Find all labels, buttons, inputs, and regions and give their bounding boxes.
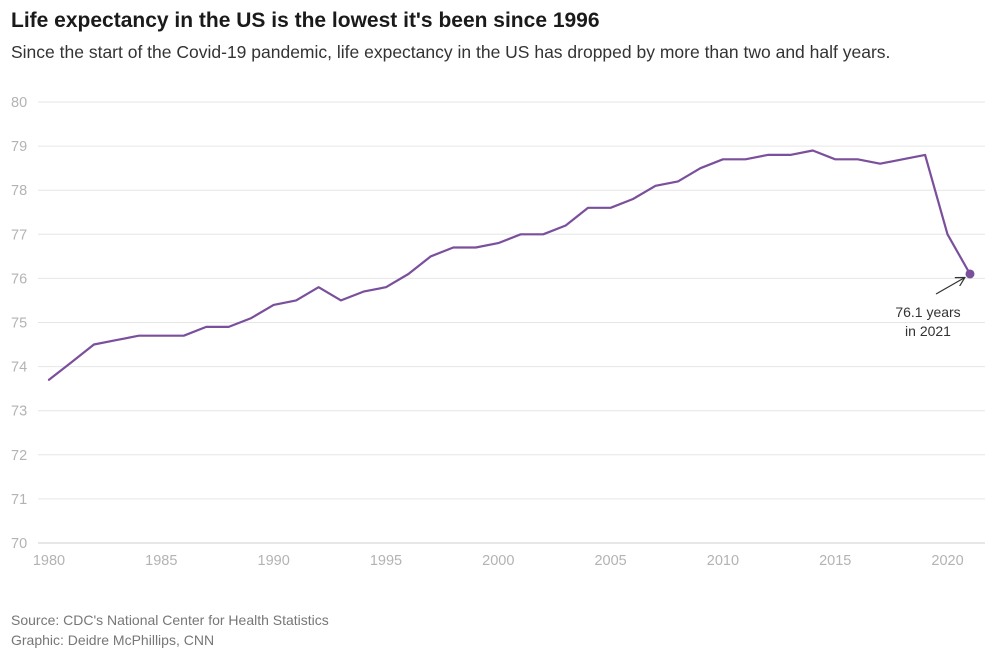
- x-tick-label: 2010: [707, 553, 739, 569]
- y-tick-label: 79: [11, 139, 27, 155]
- chart-title: Life expectancy in the US is the lowest …: [11, 9, 600, 32]
- series-line: [47, 149, 972, 381]
- series-layer: [47, 149, 972, 381]
- y-tick-label: 71: [11, 492, 27, 508]
- endpoint-marker: [965, 269, 975, 279]
- x-tick-label: 2015: [819, 553, 851, 569]
- y-tick-label: 76: [11, 271, 27, 287]
- x-tick-label: 1995: [370, 553, 402, 569]
- x-tick-label: 2000: [482, 553, 514, 569]
- annotation-label: in 2021: [905, 323, 951, 339]
- y-tick-label: 78: [11, 183, 27, 199]
- x-axis-ticks: 1980 1985 1990 1995 2000 2005 2010 2015 2020: [33, 553, 964, 569]
- y-tick-label: 72: [11, 448, 27, 464]
- x-tick-label: 1985: [145, 553, 177, 569]
- x-tick-label: 2020: [931, 553, 963, 569]
- annotation-layer: 76.1 years in 2021: [895, 269, 975, 339]
- source-line: Source: CDC's National Center for Health…: [11, 612, 329, 628]
- gridlines: [38, 101, 985, 544]
- y-tick-label: 74: [11, 360, 27, 376]
- annotation-label: 76.1 years: [895, 304, 960, 320]
- x-tick-label: 2005: [594, 553, 626, 569]
- y-tick-label: 75: [11, 316, 27, 332]
- source-credits: Source: CDC's National Center for Health…: [11, 610, 329, 650]
- y-tick-label: 70: [11, 536, 27, 552]
- x-tick-label: 1990: [258, 553, 290, 569]
- y-tick-label: 73: [11, 404, 27, 420]
- y-axis-ticks: 70 71 72 73 74 75 76 77 78 79 80: [11, 95, 27, 552]
- x-tick-label: 1980: [33, 553, 65, 569]
- annotation-arrow: [935, 278, 964, 295]
- y-tick-label: 77: [11, 227, 27, 243]
- chart-subtitle: Since the start of the Covid-19 pandemic…: [11, 42, 891, 62]
- graphic-credit-line: Graphic: Deidre McPhillips, CNN: [11, 632, 215, 648]
- y-tick-label: 80: [11, 95, 27, 111]
